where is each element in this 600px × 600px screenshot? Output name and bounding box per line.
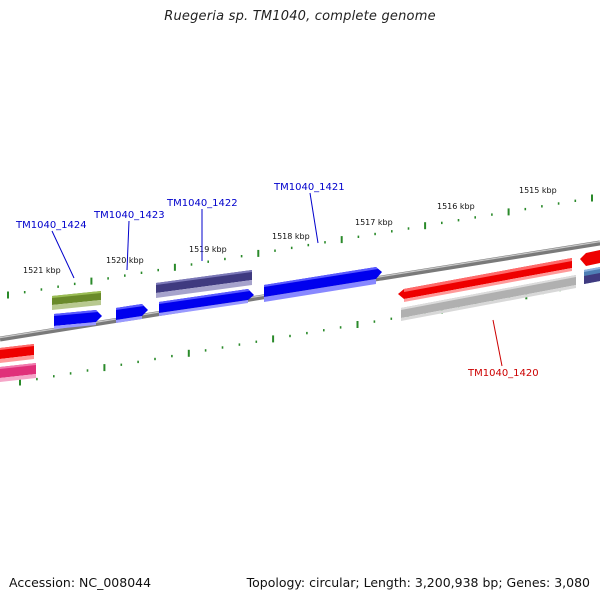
gene-label-tm1040-1422[interactable]: TM1040_1422 (166, 198, 238, 209)
gene-label-tm1040-1421[interactable]: TM1040_1421 (273, 182, 345, 193)
gene-label-tm1040-1423[interactable]: TM1040_1423 (93, 210, 165, 221)
outer-scale-ring (7, 194, 593, 299)
scale-label: 1517 kbp (355, 218, 393, 227)
map-title: Ruegeria sp. TM1040, complete genome (164, 9, 436, 24)
genome-summary-text: Topology: circular; Length: 3,200,938 bp… (246, 575, 590, 590)
gene-tm1040-1422-lower[interactable] (159, 289, 254, 316)
gene-edge-right-slate[interactable] (584, 273, 600, 284)
gene-edge-left-red[interactable] (0, 344, 34, 363)
gene-label-tm1040-1424[interactable]: TM1040_1424 (15, 220, 87, 231)
scale-label: 1519 kbp (189, 245, 227, 254)
scale-label: 1521 kbp (23, 266, 61, 275)
gene-tm1040-1420-grey[interactable] (401, 275, 576, 321)
gene-tm1040-1421[interactable] (264, 267, 382, 302)
label-leaders (51, 192, 503, 367)
scale-label: 1515 kbp (519, 186, 557, 195)
gene-tm1040-1420-red[interactable] (398, 258, 572, 302)
scale-label: 1518 kbp (272, 232, 310, 241)
gene-tm1040-1422[interactable] (156, 270, 252, 298)
gene-labels: TM1040_1424 TM1040_1423 TM1040_1422 TM10… (15, 182, 539, 379)
scale-labels: 1521 kbp 1520 kbp 1519 kbp 1518 kbp 1517… (23, 186, 557, 275)
gene-tm1040-1423[interactable] (116, 304, 148, 323)
gene-label-tm1040-1420[interactable]: TM1040_1420 (467, 368, 539, 379)
gene-edge-left-pink[interactable] (0, 363, 36, 382)
accession-text: Accession: NC_008044 (9, 575, 152, 590)
gene-edge-right-red[interactable] (580, 250, 600, 266)
gene-tm1040-1424-olive[interactable] (52, 291, 101, 310)
scale-label: 1516 kbp (437, 202, 475, 211)
gene-tm1040-1424-blue[interactable] (54, 310, 102, 329)
scale-label: 1520 kbp (106, 256, 144, 265)
